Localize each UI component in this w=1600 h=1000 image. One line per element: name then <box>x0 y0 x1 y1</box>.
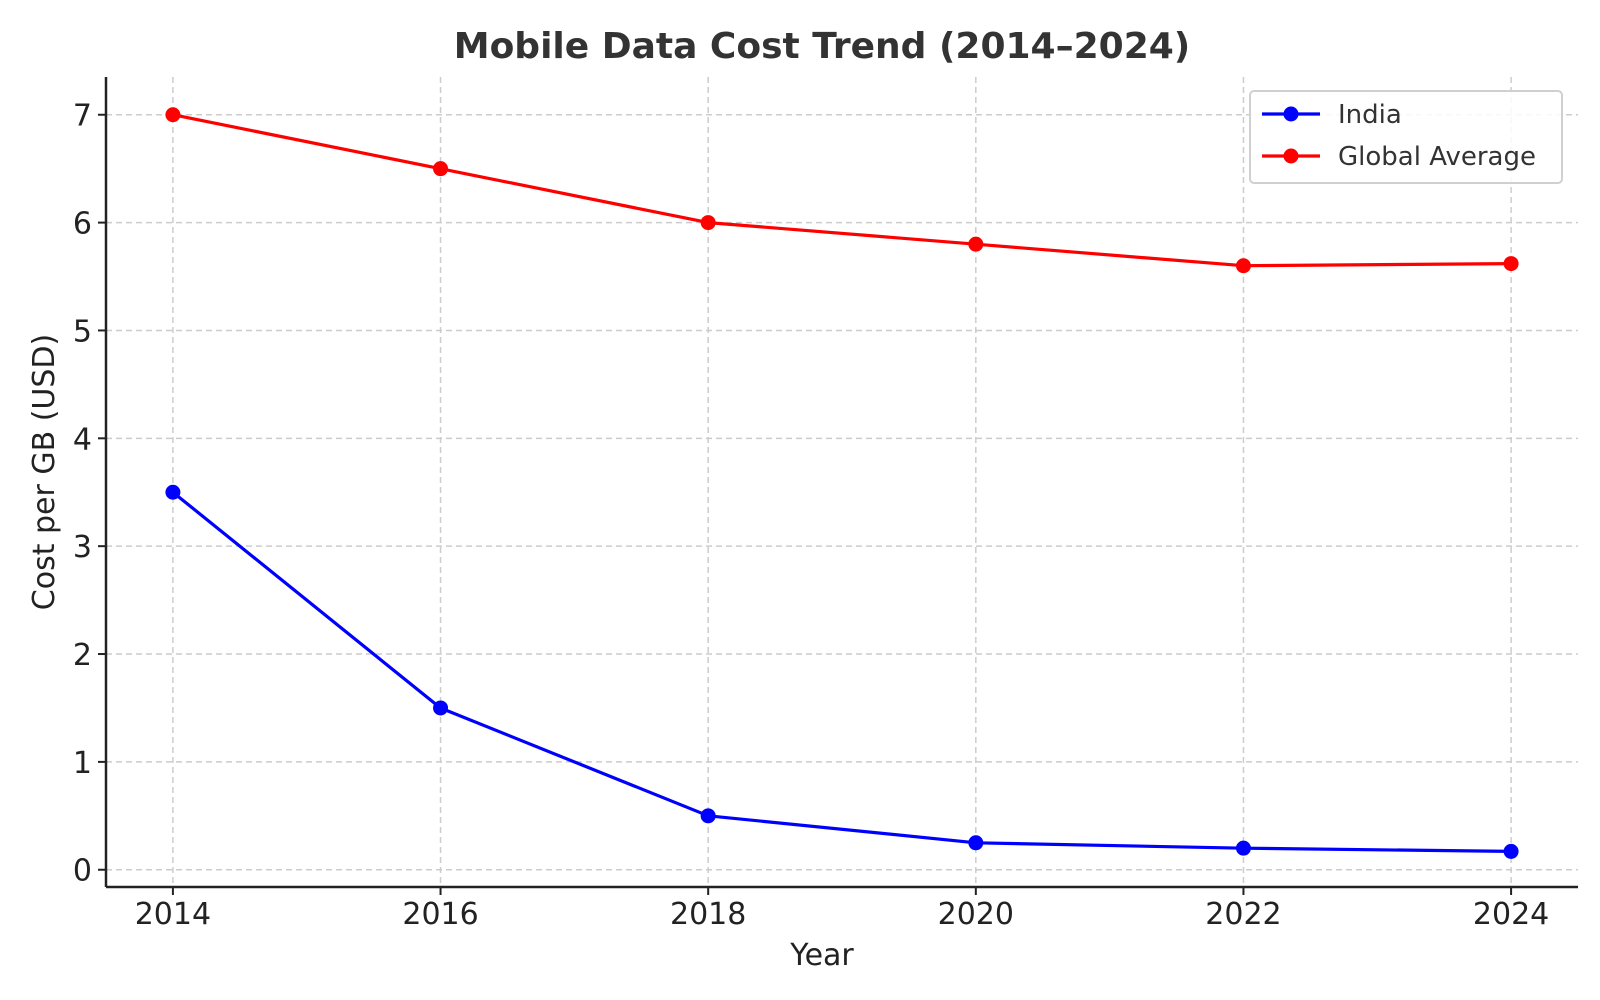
legend-item-global-average: Global Average <box>1262 142 1536 172</box>
grid <box>106 77 1578 887</box>
data-point-global-average <box>1503 256 1519 272</box>
series-line-india <box>171 490 1513 854</box>
x-axis-ticks: 2014 2016 2018 2020 2022 2024 <box>135 887 1549 932</box>
y-tick-label: 6 <box>73 207 92 242</box>
x-axis-label: Year <box>789 938 854 973</box>
y-axis-ticks: 0 1 2 3 4 5 6 7 <box>73 99 106 889</box>
data-point-global-average <box>968 236 984 252</box>
x-tick-label: 2018 <box>670 897 746 932</box>
data-point-india <box>700 808 716 824</box>
axes <box>104 77 1578 889</box>
chart-title: Mobile Data Cost Trend (2014–2024) <box>454 26 1191 67</box>
x-tick-label: 2016 <box>402 897 478 932</box>
data-point-global-average <box>700 215 716 231</box>
x-tick-label: 2022 <box>1205 897 1281 932</box>
legend: India Global Average <box>1249 90 1563 184</box>
y-tick-label: 4 <box>73 422 92 457</box>
y-tick-label: 3 <box>73 530 92 565</box>
data-point-india <box>165 484 181 500</box>
data-point-india <box>1503 843 1519 859</box>
y-tick-label: 5 <box>73 314 92 349</box>
legend-box <box>1249 90 1563 184</box>
legend-marker-global-average <box>1283 148 1299 164</box>
legend-label-india: India <box>1338 100 1402 130</box>
data-point-india <box>433 700 449 716</box>
x-tick-label: 2024 <box>1473 897 1549 932</box>
x-tick-label: 2020 <box>938 897 1014 932</box>
y-tick-label: 0 <box>73 854 92 889</box>
y-tick-label: 2 <box>73 638 92 673</box>
y-axis-label: Cost per GB (USD) <box>27 334 62 610</box>
series-line-global-average <box>171 113 1513 268</box>
data-point-india <box>1235 840 1251 856</box>
legend-marker-india <box>1283 106 1299 122</box>
y-tick-label: 1 <box>73 746 92 781</box>
legend-item-india: India <box>1262 100 1402 130</box>
series-india <box>165 484 1519 859</box>
data-point-global-average <box>433 161 449 177</box>
data-point-india <box>968 835 984 851</box>
x-tick-label: 2014 <box>135 897 211 932</box>
data-point-global-average <box>1235 258 1251 274</box>
data-point-global-average <box>165 107 181 123</box>
legend-label-global-average: Global Average <box>1338 142 1536 172</box>
series-layer <box>165 107 1519 859</box>
series-global-average <box>165 107 1519 274</box>
y-tick-label: 7 <box>73 99 92 134</box>
